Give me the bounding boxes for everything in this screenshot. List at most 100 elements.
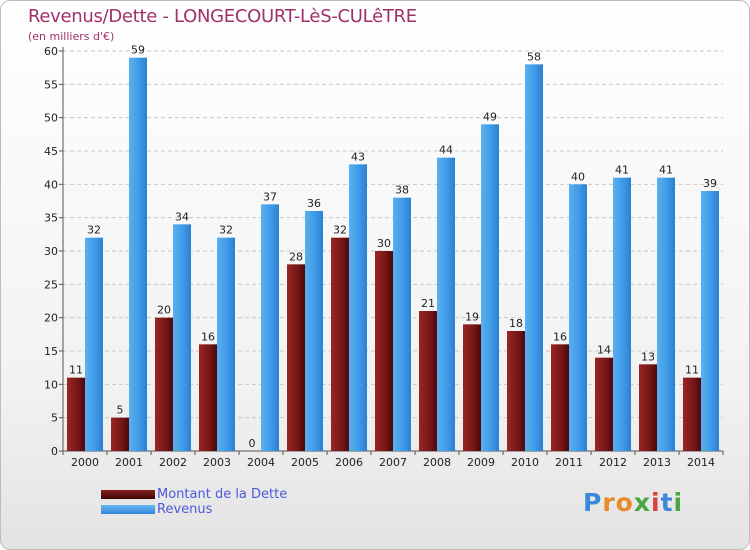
y-tick-label: 15 <box>44 345 58 358</box>
data-label-debt: 20 <box>157 304 171 317</box>
logo-letter: i <box>651 488 661 517</box>
data-label-revenue: 40 <box>571 170 585 183</box>
chart-title: Revenus/Dette - LONGECOURT-LèS-CULêTRE <box>28 6 417 27</box>
y-tick-label: 10 <box>44 378 58 391</box>
data-label-debt: 16 <box>201 330 215 343</box>
bar-debt <box>419 311 437 451</box>
x-tick-label: 2004 <box>247 456 275 469</box>
y-tick-label: 20 <box>44 312 58 325</box>
x-tick-label: 2012 <box>599 456 627 469</box>
logo-letter: i <box>673 488 684 517</box>
legend-swatch-debt <box>101 490 155 499</box>
y-tick-label: 25 <box>44 278 58 291</box>
y-tick-label: 30 <box>44 245 58 258</box>
x-tick-label: 2009 <box>467 456 495 469</box>
x-tick-label: 2002 <box>159 456 187 469</box>
y-tick-label: 60 <box>44 45 58 58</box>
data-label-revenue: 44 <box>439 144 453 157</box>
data-label-revenue: 37 <box>263 190 277 203</box>
data-label-revenue: 58 <box>527 50 541 63</box>
labels: 11 32 5 59 20 34 16 32 0 37 28 36 32 43 30 38 21 44 19 49 18… <box>69 44 717 450</box>
bar-revenue <box>613 177 631 451</box>
logo-letter: t <box>660 488 674 517</box>
data-label-revenue: 38 <box>395 184 409 197</box>
data-label-debt: 11 <box>685 364 699 377</box>
logo-letter: P <box>583 488 603 517</box>
y-tick-label: 40 <box>44 178 58 191</box>
legend-label-revenue: Revenus <box>157 502 213 517</box>
y-tick-label: 50 <box>44 112 58 125</box>
bar-debt <box>639 364 657 451</box>
x-tick-label: 2000 <box>71 456 99 469</box>
data-label-revenue: 41 <box>615 164 629 177</box>
logo-letter: x <box>633 488 651 517</box>
bar-debt <box>199 344 217 451</box>
y-tick-label: 5 <box>51 412 58 425</box>
data-label-revenue: 32 <box>87 224 101 237</box>
bar-revenue <box>569 184 587 452</box>
y-tick-label: 45 <box>44 145 58 158</box>
bar-debt <box>683 377 701 451</box>
bar-revenue <box>393 197 411 451</box>
x-tick-label: 2006 <box>335 456 363 469</box>
data-label-debt: 21 <box>421 297 435 310</box>
bar-debt <box>331 237 349 451</box>
bar-debt <box>463 324 481 451</box>
bar-revenue <box>481 124 499 451</box>
bar-debt <box>287 264 305 451</box>
x-tick-label: 2011 <box>555 456 583 469</box>
bar-debt <box>67 377 85 451</box>
data-label-revenue: 34 <box>175 210 189 223</box>
x-tick-label: 2007 <box>379 456 407 469</box>
data-label-debt: 30 <box>377 237 391 250</box>
data-label-revenue: 32 <box>219 224 233 237</box>
bar-debt <box>111 417 129 451</box>
bar-revenue <box>305 211 323 451</box>
data-label-revenue: 41 <box>659 164 673 177</box>
proxiti-logo: Proxiti <box>583 488 683 517</box>
bar-revenue <box>437 157 455 451</box>
x-tick-label: 2010 <box>511 456 539 469</box>
data-label-debt: 0 <box>249 437 256 450</box>
data-label-revenue: 43 <box>351 150 365 163</box>
data-label-revenue: 59 <box>131 44 145 57</box>
bar-revenue <box>349 164 367 452</box>
x-tick-label: 2003 <box>203 456 231 469</box>
bar-revenue <box>525 64 543 452</box>
x-tick-label: 2014 <box>687 456 715 469</box>
bar-revenue <box>261 204 279 451</box>
data-label-debt: 13 <box>641 350 655 363</box>
x-tick-label: 2013 <box>643 456 671 469</box>
logo-letter: o <box>615 488 634 517</box>
legend-swatch-revenue <box>101 505 155 514</box>
x-tick-label: 2008 <box>423 456 451 469</box>
y-tick-label: 0 <box>51 445 58 458</box>
bar-revenue <box>217 237 235 451</box>
logo-letter: r <box>602 488 616 517</box>
data-label-debt: 16 <box>553 330 567 343</box>
y-tick-label: 55 <box>44 78 58 91</box>
bar-revenue <box>85 237 103 451</box>
data-label-revenue: 36 <box>307 197 321 210</box>
bar-revenue <box>129 57 147 452</box>
legend-label-debt: Montant de la Dette <box>157 487 288 502</box>
bars <box>67 57 719 452</box>
data-label-debt: 11 <box>69 364 83 377</box>
bar-revenue <box>173 224 191 451</box>
bar-debt <box>507 331 525 451</box>
x-tick-label: 2005 <box>291 456 319 469</box>
chart-subtitle: (en milliers d'€) <box>28 30 115 43</box>
data-label-debt: 28 <box>289 250 303 263</box>
data-label-debt: 19 <box>465 310 479 323</box>
data-label-revenue: 39 <box>703 177 717 190</box>
y-tick-label: 35 <box>44 212 58 225</box>
data-label-debt: 14 <box>597 344 611 357</box>
bar-revenue <box>701 191 719 451</box>
bar-revenue <box>657 177 675 451</box>
bar-debt <box>375 251 393 451</box>
data-label-debt: 32 <box>333 224 347 237</box>
data-label-debt: 18 <box>509 317 523 330</box>
data-label-debt: 5 <box>117 404 124 417</box>
